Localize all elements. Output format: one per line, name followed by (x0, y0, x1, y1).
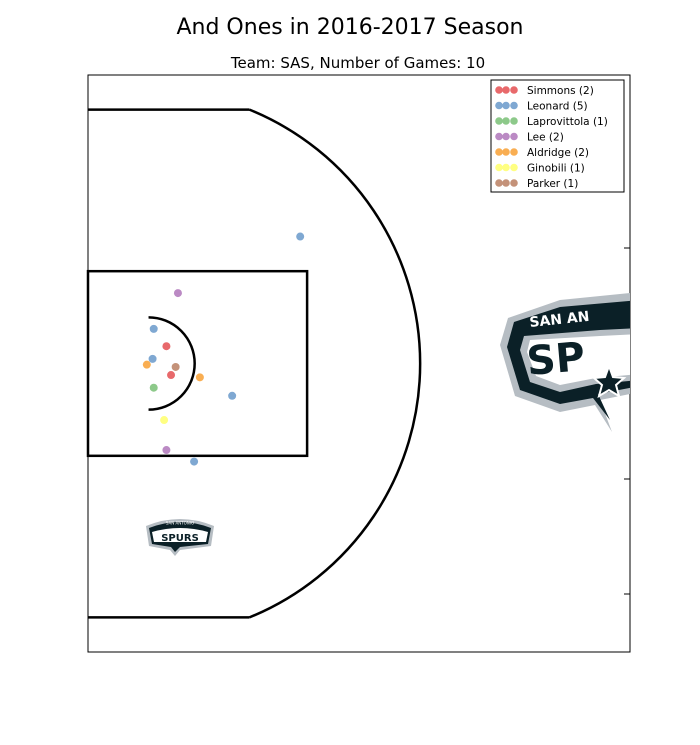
logo-large-star-icon (591, 363, 627, 399)
legend-label-laprovittola: Laprovittola (1) (527, 116, 608, 128)
paint-box (86, 269, 309, 458)
legend-marker-leonard (495, 101, 503, 110)
shot-point-lee (162, 446, 171, 455)
legend-marker-parker (495, 179, 503, 187)
legend-marker-ginobili (502, 163, 510, 172)
legend-label-lee: Lee (2) (527, 132, 564, 144)
legend-marker-leonard (502, 101, 510, 110)
legend-label-simmons: Simmons (2) (527, 85, 594, 97)
shot-point-simmons (167, 371, 176, 380)
legend-marker-laprovittola (510, 117, 518, 125)
legend-marker-simmons (502, 86, 510, 94)
logo-large-top-text: SAN AN (529, 309, 590, 331)
spurs-logo-small: SAN ANTONIO SPURS (146, 519, 214, 556)
legend-marker-aldridge (502, 148, 510, 156)
legend-marker-lee (495, 132, 503, 141)
shot-point-lee (173, 289, 182, 298)
legend-marker-aldridge (510, 148, 518, 156)
shot-point-aldridge (142, 360, 151, 369)
legend-marker-simmons (495, 86, 503, 94)
shot-point-simmons (162, 342, 171, 351)
shot-point-ginobili (160, 416, 169, 425)
logo-small-main-text: SPURS (161, 533, 199, 544)
right-axis-ticks (624, 247, 630, 595)
shot-point-leonard (190, 457, 199, 466)
chart-title: And Ones in 2016-2017 Season (176, 15, 523, 40)
three-point-arc (248, 108, 422, 619)
shot-point-leonard (148, 354, 157, 363)
restricted-area-arc (148, 316, 196, 411)
legend-label-ginobili: Ginobili (1) (527, 163, 585, 175)
legend-marker-lee (502, 132, 510, 141)
shot-point-laprovittola (149, 383, 158, 392)
legend-marker-parker (510, 179, 518, 187)
legend-marker-parker (502, 179, 510, 187)
legend-label-parker: Parker (1) (527, 178, 578, 190)
legend-label-leonard: Leonard (5) (527, 101, 588, 113)
legend-marker-aldridge (495, 148, 503, 156)
legend-marker-ginobili (495, 163, 503, 172)
shot-point-parker (171, 362, 180, 371)
shot-point-aldridge (195, 373, 204, 382)
shot-point-leonard (149, 324, 158, 333)
logo-small-top-text: SAN ANTONIO (166, 521, 194, 526)
shot-points (142, 232, 305, 466)
legend-marker-laprovittola (502, 117, 510, 125)
legend-marker-laprovittola (495, 117, 503, 125)
legend-label-aldridge: Aldridge (2) (527, 147, 589, 159)
legend-marker-ginobili (510, 163, 518, 172)
court-lines (86, 108, 422, 619)
shot-point-leonard (228, 391, 237, 400)
legend-marker-simmons (510, 86, 518, 94)
chart-subtitle: Team: SAS, Number of Games: 10 (230, 54, 485, 72)
legend-marker-lee (510, 132, 518, 141)
logo-large-main-text: SP (525, 334, 587, 385)
shot-point-leonard (296, 232, 305, 241)
spurs-logo-large: SAN AN SP (500, 293, 630, 432)
legend-marker-leonard (510, 101, 518, 110)
legend: Simmons (2) Leonard (5) Laprovittola (1) Le… (490, 79, 625, 193)
